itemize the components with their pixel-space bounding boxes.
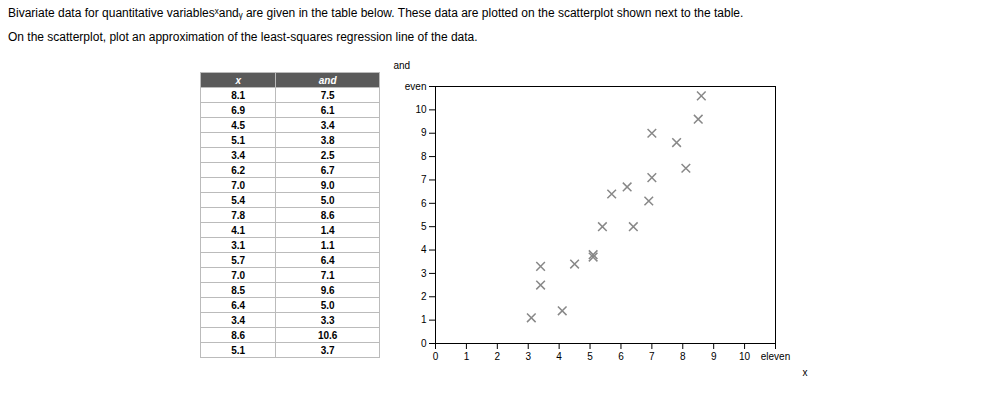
svg-text:10: 10 [739,351,751,362]
svg-text:5: 5 [587,351,593,362]
svg-text:0: 0 [421,338,427,349]
html-text:5.1: 5.1 [231,344,246,356]
html-text:5.4: 5.4 [231,194,246,206]
html-text:3.4: 3.4 [231,149,246,161]
svg-text:6: 6 [618,351,624,362]
html-text:10.6: 10.6 [318,329,338,341]
html-text:x: x [235,74,241,86]
svg-text:3: 3 [421,268,427,279]
svg-text:0: 0 [433,351,439,362]
html-text:6.4: 6.4 [231,299,246,311]
svg-text:1: 1 [421,314,427,325]
html-text:8.6: 8.6 [231,329,246,341]
svg-text:2: 2 [495,351,501,362]
html-text:5.1: 5.1 [231,134,246,146]
html-text:and: and [318,74,337,86]
html-text:3.8: 3.8 [320,134,335,146]
svg-text:3: 3 [525,351,531,362]
svg-text:7: 7 [649,351,655,362]
svg-text:6: 6 [421,198,427,209]
html-text:9.0: 9.0 [320,179,335,191]
html-text:Bivariate data for quantitativ: Bivariate data for quantitative variable… [8,6,744,20]
svg-text:4: 4 [556,351,562,362]
html-text:4.5: 4.5 [231,119,246,131]
svg-text:and: and [394,60,411,71]
html-text:7.1: 7.1 [320,269,335,281]
html-text:3.1: 3.1 [231,239,246,251]
html-text:4.1: 4.1 [231,224,246,236]
svg-text:8: 8 [680,351,686,362]
html-text:9.6: 9.6 [320,284,335,296]
html-text:8.5: 8.5 [231,284,246,296]
html-text:6.4: 6.4 [320,254,335,266]
html-text:7.8: 7.8 [231,209,246,221]
html-text:On the scatterplot, plot an ap: On the scatterplot, plot an approximatio… [8,30,478,44]
svg-text:5: 5 [421,221,427,232]
svg-text:8: 8 [421,151,427,162]
html-text:7.0: 7.0 [231,179,246,191]
html-text:3.4: 3.4 [231,314,246,326]
html-text:1.1: 1.1 [320,239,335,251]
svg-text:2: 2 [421,291,427,302]
html-text:3.7: 3.7 [320,344,335,356]
html-text:7.5: 7.5 [320,89,335,101]
html-text:5.0: 5.0 [320,194,335,206]
html-text:6.7: 6.7 [320,164,335,176]
svg-text:9: 9 [421,127,427,138]
svg-text:7: 7 [421,174,427,185]
svg-text:even: even [405,81,427,92]
html-text:8.1: 8.1 [231,89,246,101]
html-text:5.7: 5.7 [231,254,246,266]
html-text:8.6: 8.6 [320,209,335,221]
svg-text:9: 9 [711,351,717,362]
html-text:6.2: 6.2 [231,164,246,176]
html-text:3.3: 3.3 [320,314,335,326]
svg-text:10: 10 [415,104,427,115]
svg-text:4: 4 [421,244,427,255]
html-text:7.0: 7.0 [231,269,246,281]
svg-text:1: 1 [464,351,470,362]
html-text:1.4: 1.4 [320,224,335,236]
html-text:6.1: 6.1 [320,104,335,116]
html-text:6.9: 6.9 [231,104,246,116]
html-text:3.4: 3.4 [320,119,335,131]
html-text:2.5: 2.5 [320,149,335,161]
html-text:5.0: 5.0 [320,299,335,311]
svg-text:eleven: eleven [761,351,790,362]
svg-text:x: x [803,367,808,378]
